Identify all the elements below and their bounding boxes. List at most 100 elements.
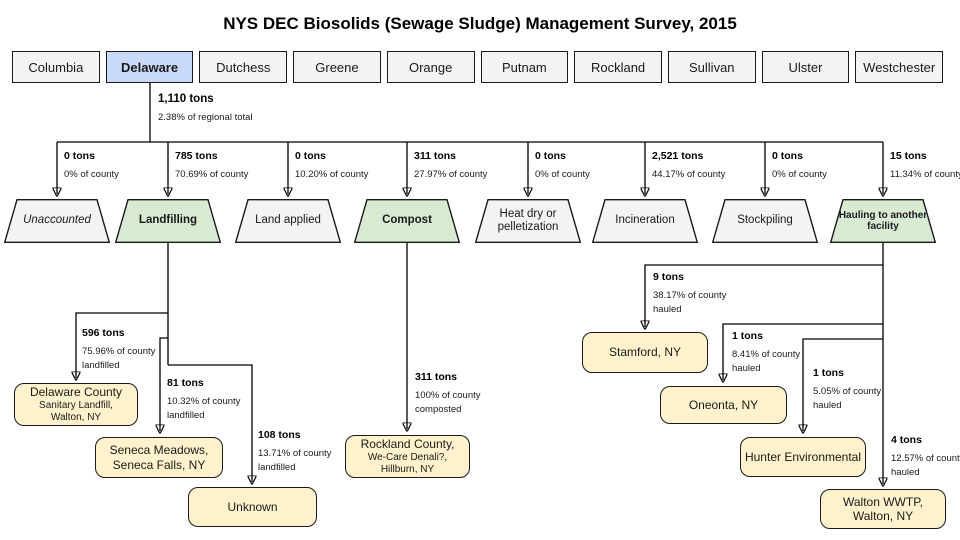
- tab-dutchess[interactable]: Dutchess: [199, 51, 288, 83]
- destination-line: Sanitary Landfill,: [39, 399, 113, 411]
- branch-label-hauling: 15 tons 11.34% of county: [890, 150, 960, 182]
- method-hauling: Hauling to another facility: [830, 199, 936, 243]
- trapezoid-shape: [830, 199, 936, 243]
- share-value: 44.17% of county: [652, 169, 726, 180]
- tab-delaware[interactable]: Delaware: [105, 51, 194, 83]
- trapezoid-shape: [712, 199, 818, 243]
- destination-line: Walton, NY: [50, 411, 102, 423]
- method-label: Incineration: [615, 214, 675, 227]
- trapezoid-shape: [235, 199, 341, 243]
- destination-oneonta: Oneonta, NY: [660, 386, 787, 424]
- tab-westchester[interactable]: Westchester: [855, 51, 944, 83]
- sub-label-landfill-1: 596 tons 75.96% of county landfilled: [82, 327, 174, 373]
- destination-rockland-county: Rockland County, We-Care Denali?, Hillbu…: [345, 435, 470, 478]
- branch-label-compost: 311 tons 27.97% of county: [414, 150, 519, 182]
- method-label: Stockpiling: [737, 214, 793, 227]
- tab-sullivan[interactable]: Sullivan: [667, 51, 756, 83]
- tons-value: 15 tons: [890, 150, 927, 162]
- destination-line: Seneca Meadows,: [109, 443, 209, 458]
- share-value: 100% of county composted: [415, 390, 481, 415]
- trapezoid-shape: [475, 199, 581, 243]
- tons-value: 1 tons: [813, 367, 844, 379]
- destination-line: Delaware County: [29, 385, 123, 400]
- share-value: 27.97% of county: [414, 169, 488, 180]
- destination-line: Unknown: [227, 499, 278, 514]
- tons-value: 108 tons: [258, 429, 301, 441]
- county-tabs: Columbia Delaware Dutchess Greene Orange…: [12, 51, 944, 83]
- share-value: 12.57% of county hauled: [891, 453, 960, 478]
- share-value: 13.71% of county landfilled: [258, 448, 332, 473]
- county-total-share: 2.38% of regional total: [158, 112, 253, 123]
- method-label: Land applied: [255, 214, 321, 227]
- share-value: 0% of county: [772, 169, 827, 180]
- tons-value: 596 tons: [82, 327, 125, 339]
- sub-label-landfill-3: 108 tons 13.71% of county landfilled: [258, 429, 350, 475]
- tons-value: 4 tons: [891, 434, 922, 446]
- destination-walton-wwtp: Walton WWTP, Walton, NY: [820, 489, 946, 529]
- tab-orange[interactable]: Orange: [386, 51, 475, 83]
- destination-stamford: Stamford, NY: [582, 332, 708, 373]
- destination-line: Rockland County,: [360, 437, 455, 452]
- method-landfilling: Landfilling: [115, 199, 221, 243]
- branch-label-landfilling: 785 tons 70.69% of county: [175, 150, 280, 182]
- share-value: 8.41% of county hauled: [732, 349, 801, 374]
- sub-label-landfill-2: 81 tons 10.32% of county landfilled: [167, 377, 259, 423]
- tons-value: 0 tons: [535, 150, 566, 162]
- destination-hunter-environmental: Hunter Environmental: [740, 437, 866, 477]
- tons-value: 785 tons: [175, 150, 218, 162]
- branch-label-land-applied: 0 tons 10.20% of county: [295, 150, 400, 182]
- branch-label-heat-dry: 0 tons 0% of county: [535, 150, 640, 182]
- destination-line: Walton, NY: [852, 509, 914, 523]
- destination-line: Walton WWTP,: [842, 494, 923, 509]
- destination-line: Hunter Environmental: [744, 449, 862, 464]
- destination-line: Seneca Falls, NY: [112, 457, 206, 472]
- destination-line: Stamford, NY: [608, 345, 682, 360]
- destination-unknown: Unknown: [188, 487, 317, 527]
- method-land-applied: Land applied: [235, 199, 341, 243]
- trapezoid-shape: [115, 199, 221, 243]
- tab-rockland[interactable]: Rockland: [574, 51, 662, 83]
- destination-line: Hillburn, NY: [380, 463, 435, 475]
- trapezoid-shape: [354, 199, 460, 243]
- sub-label-compost-1: 311 tons 100% of county composted: [415, 371, 507, 417]
- share-value: 0% of county: [535, 169, 590, 180]
- method-label: Hauling to another facility: [838, 209, 928, 233]
- share-value: 0% of county: [64, 169, 119, 180]
- tons-value: 311 tons: [414, 150, 457, 162]
- county-total-tons: 1,110 tons: [158, 93, 214, 105]
- method-heat-dry: Heat dry or pelletization: [475, 199, 581, 243]
- tab-columbia[interactable]: Columbia: [12, 51, 100, 83]
- trapezoid-shape: [4, 199, 110, 243]
- method-label: Landfilling: [138, 214, 198, 227]
- trapezoid-shape: [592, 199, 698, 243]
- method-stockpiling: Stockpiling: [712, 199, 818, 243]
- share-value: 70.69% of county: [175, 169, 249, 180]
- sub-label-hauling-3: 1 tons 5.05% of county hauled: [813, 367, 905, 413]
- tons-value: 1 tons: [732, 330, 763, 342]
- tab-greene[interactable]: Greene: [293, 51, 381, 83]
- method-incineration: Incineration: [592, 199, 698, 243]
- method-compost: Compost: [354, 199, 460, 243]
- method-label: Heat dry or pelletization: [497, 207, 559, 233]
- sub-label-hauling-4: 4 tons 12.57% of county hauled: [891, 434, 960, 480]
- share-value: 5.05% of county hauled: [813, 386, 882, 411]
- page-title: NYS DEC Biosolids (Sewage Sludge) Manage…: [223, 14, 737, 33]
- share-value: 75.96% of county landfilled: [82, 346, 156, 371]
- tab-putnam[interactable]: Putnam: [480, 51, 569, 83]
- share-value: 38.17% of county hauled: [653, 290, 727, 315]
- county-summary: 1,110 tons 2.38% of regional total: [158, 93, 253, 125]
- share-value: 11.34% of county: [890, 169, 960, 180]
- destination-seneca-meadows: Seneca Meadows, Seneca Falls, NY: [95, 437, 223, 478]
- destination-delaware-county-landfill: Delaware County Sanitary Landfill, Walto…: [14, 383, 138, 426]
- method-label: Compost: [382, 214, 432, 227]
- branch-label-stockpiling: 0 tons 0% of county: [772, 150, 877, 182]
- sub-label-hauling-2: 1 tons 8.41% of county hauled: [732, 330, 824, 376]
- branch-label-unaccounted: 0 tons 0% of county: [64, 150, 169, 182]
- destination-line: Oneonta, NY: [688, 397, 759, 412]
- tons-value: 0 tons: [295, 150, 326, 162]
- tons-value: 2,521 tons: [652, 150, 704, 162]
- tab-ulster[interactable]: Ulster: [761, 51, 850, 83]
- tons-value: 311 tons: [415, 371, 458, 383]
- tons-value: 81 tons: [167, 377, 204, 389]
